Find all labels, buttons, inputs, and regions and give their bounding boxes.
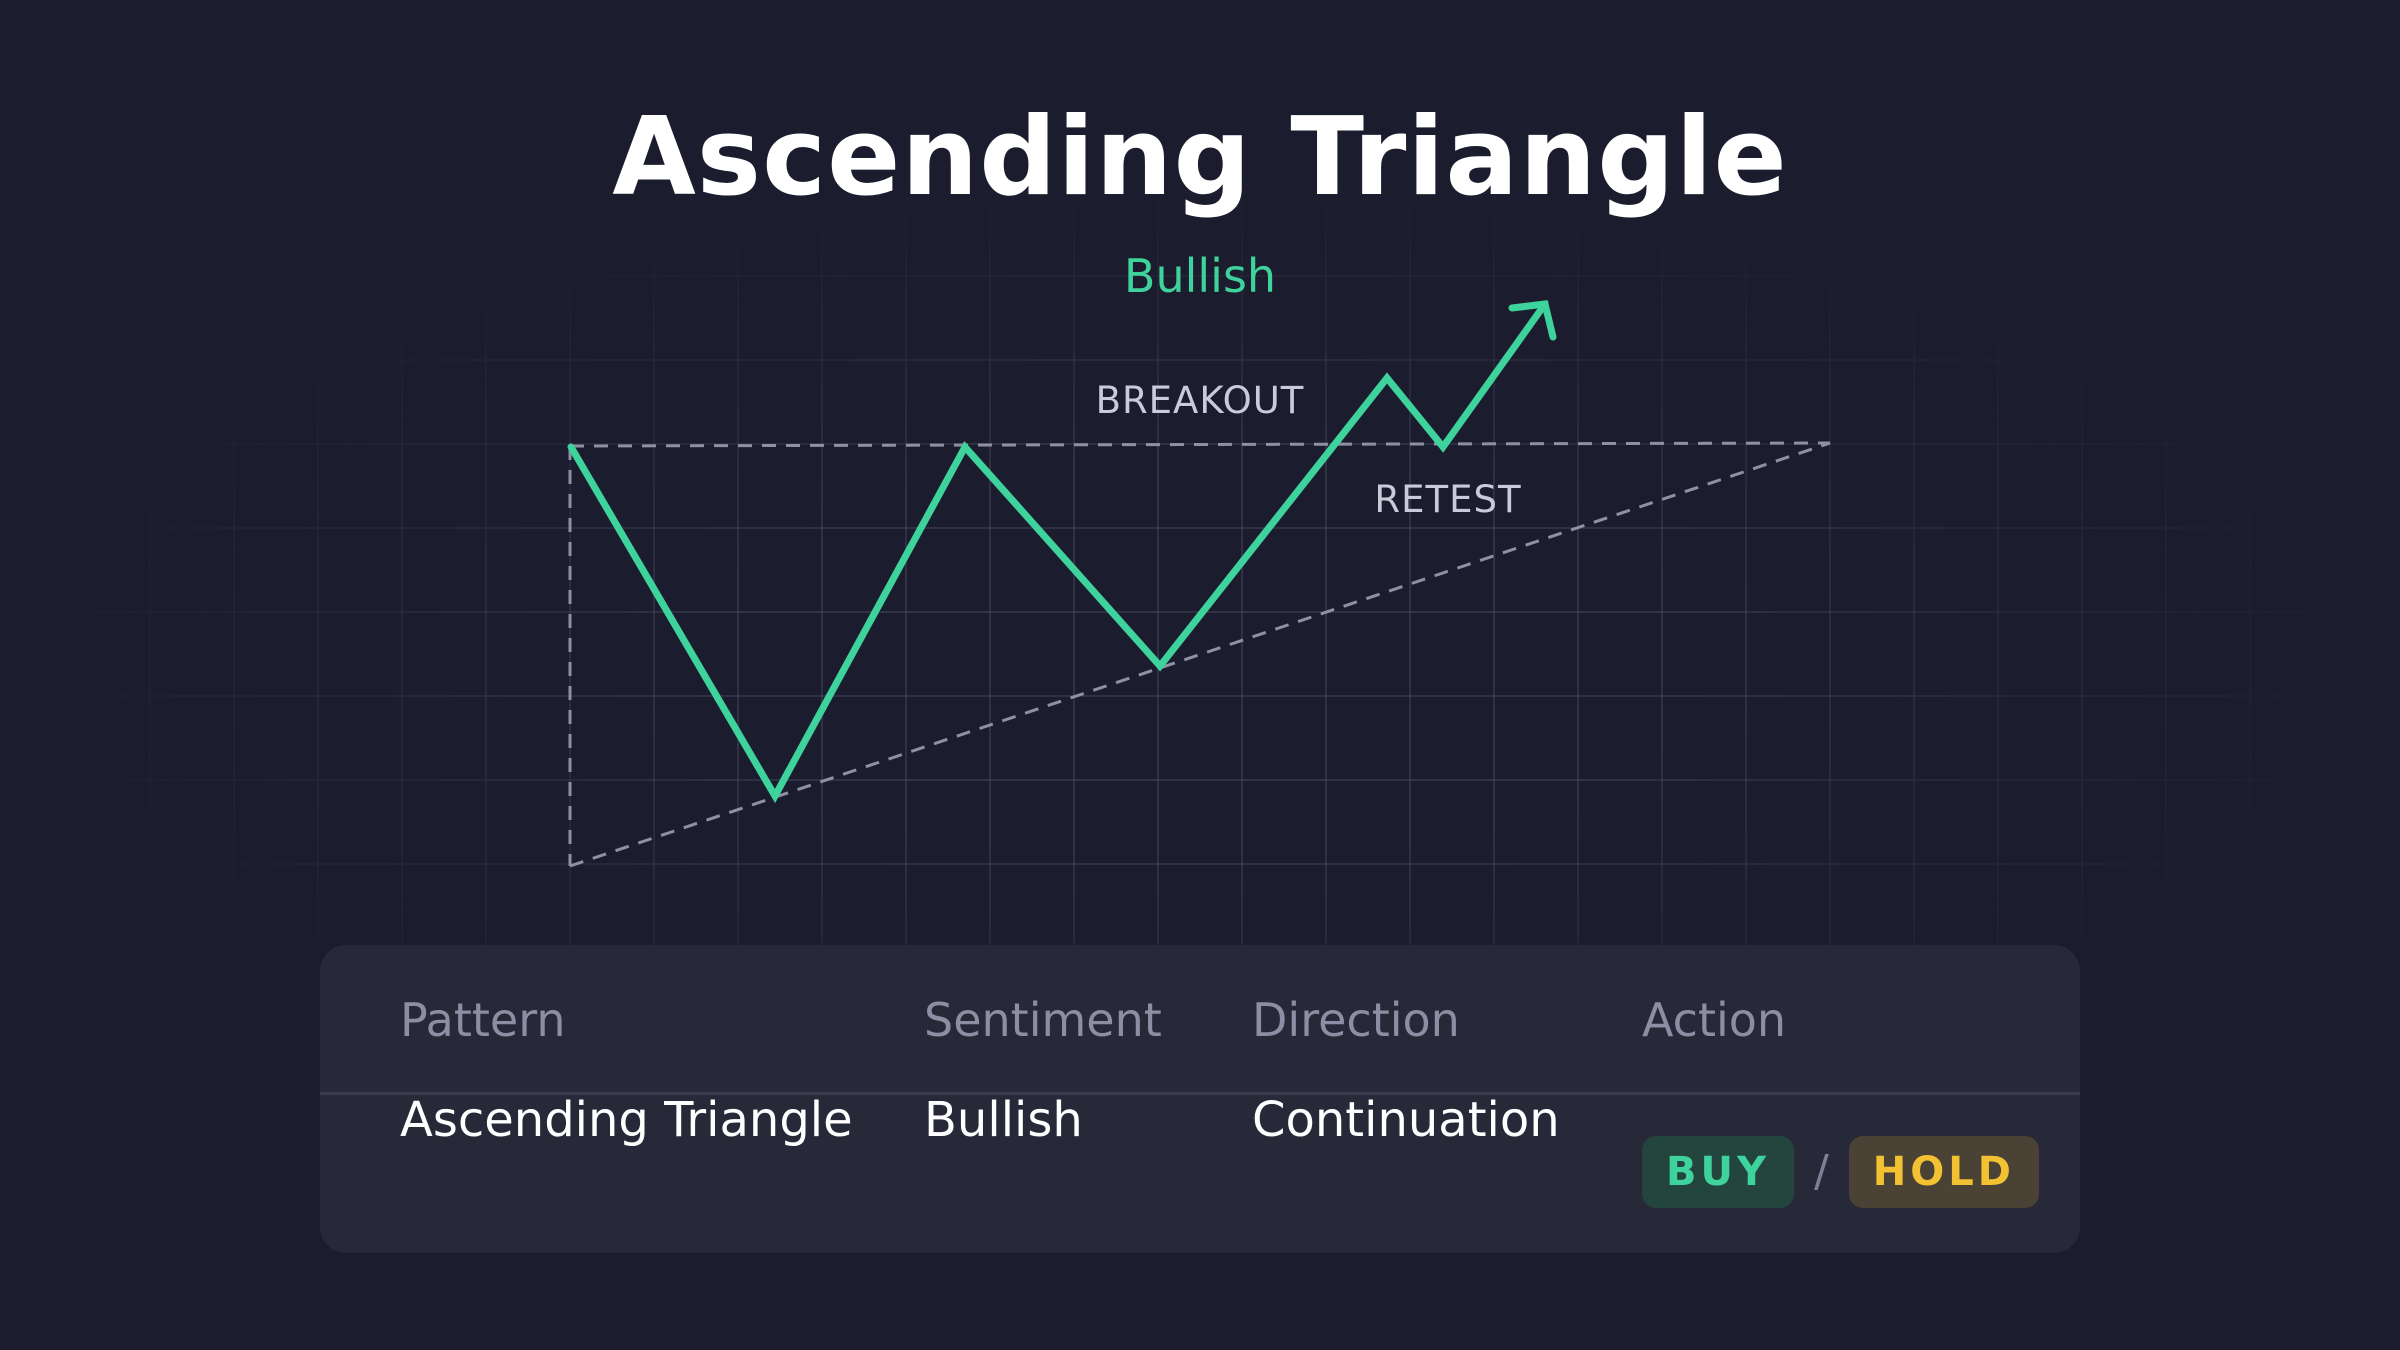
table-header	[320, 945, 2080, 1095]
header-pattern: Pattern	[400, 993, 566, 1047]
support-trendline	[569, 441, 1831, 868]
price-path	[567, 300, 1549, 804]
header-action: Action	[1642, 993, 1787, 1047]
retest-label: RETEST	[1374, 478, 1521, 521]
buy-badge: BUY	[1642, 1136, 1794, 1208]
header-direction: Direction	[1252, 993, 1460, 1047]
resistance-line	[569, 441, 1831, 448]
cell-pattern: Ascending Triangle	[400, 1092, 853, 1148]
breakout-label: BREAKOUT	[1096, 379, 1305, 422]
breakout-arrow-icon	[1508, 300, 1557, 341]
action-separator: /	[1813, 1146, 1829, 1197]
cell-direction: Continuation	[1252, 1092, 1560, 1148]
page-title: Ascending Triangle	[612, 95, 1788, 220]
pattern-summary-table: Pattern Sentiment Direction Action Ascen…	[320, 945, 2080, 1253]
header-sentiment: Sentiment	[924, 993, 1162, 1047]
cell-sentiment: Bullish	[924, 1092, 1083, 1148]
sentiment-subtitle: Bullish	[1123, 249, 1277, 303]
hold-badge: HOLD	[1848, 1136, 2039, 1208]
action-badges: BUY / HOLD	[1642, 1136, 2039, 1208]
